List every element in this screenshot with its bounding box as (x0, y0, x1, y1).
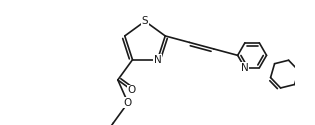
Text: O: O (124, 98, 132, 108)
Text: S: S (142, 16, 148, 26)
Text: O: O (128, 85, 136, 95)
Text: N: N (154, 55, 161, 65)
Text: N: N (241, 63, 249, 73)
